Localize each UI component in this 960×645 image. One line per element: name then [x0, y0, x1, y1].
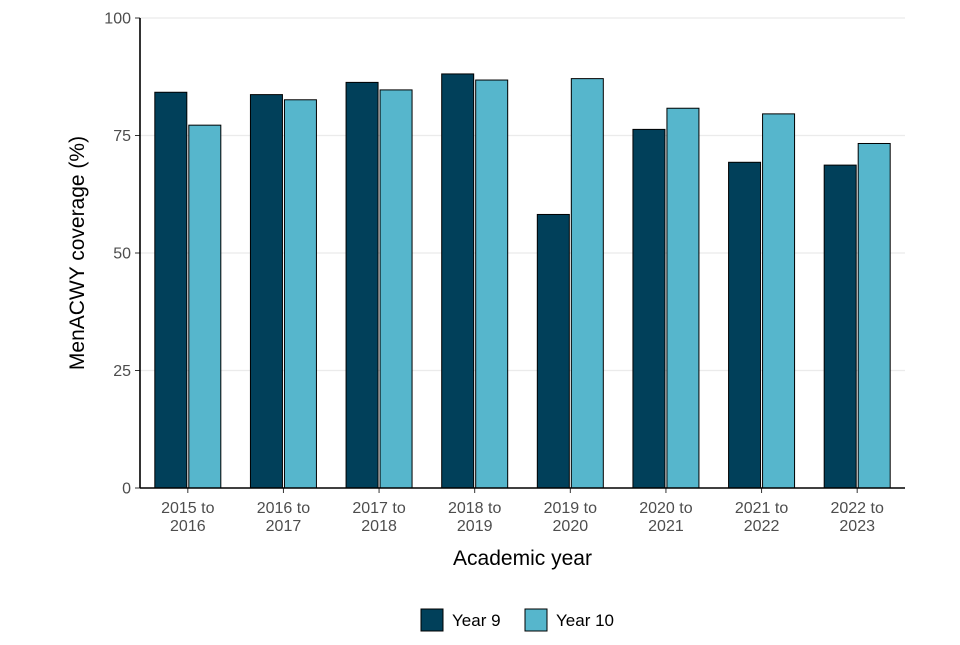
bar-year-9 [536, 213, 570, 489]
bar-year-9 [823, 164, 857, 489]
y-tick-label: 50 [113, 246, 131, 263]
axes [135, 17, 905, 493]
x-tick-label: 2020 [553, 518, 589, 535]
legend-swatch-year-10 [524, 608, 548, 632]
y-axis-title: MenACWY coverage (%) [66, 136, 89, 370]
bar-year-10 [188, 124, 222, 489]
bar-year-10 [762, 113, 796, 489]
y-tick-label: 25 [113, 363, 131, 380]
x-tick-label: 2020 to [639, 500, 692, 517]
x-tick-label: 2021 [648, 518, 684, 535]
bar-year-10 [379, 89, 413, 489]
x-tick-label: 2018 to [448, 500, 501, 517]
bar-year-10 [570, 78, 604, 489]
x-tick-label: 2023 [839, 518, 875, 535]
x-tick-label: 2019 to [544, 500, 597, 517]
bar-year-10 [475, 79, 509, 489]
bar-year-10 [857, 142, 891, 489]
bar-year-9 [345, 81, 379, 489]
x-tick-label: 2016 to [257, 500, 310, 517]
x-tick-label: 2022 [744, 518, 780, 535]
x-tick-label: 2015 to [161, 500, 214, 517]
legend-label: Year 10 [556, 611, 614, 630]
bar-year-9 [632, 128, 666, 489]
bar-year-9 [441, 73, 475, 489]
y-tick-label: 75 [113, 128, 131, 145]
bar-year-9 [728, 161, 762, 489]
y-tick-label: 100 [104, 11, 131, 28]
x-tick-label: 2022 to [830, 500, 883, 517]
x-tick-label: 2016 [170, 518, 206, 535]
bar-year-10 [666, 107, 700, 489]
y-tick-label: 0 [122, 481, 131, 498]
x-tick-label: 2017 to [352, 500, 405, 517]
legend-label: Year 9 [452, 611, 501, 630]
x-tick-label: 2019 [457, 518, 493, 535]
bar-year-10 [283, 99, 317, 489]
x-tick-label: 2021 to [735, 500, 788, 517]
bar-year-9 [249, 94, 283, 489]
bars [154, 73, 891, 489]
x-axis-title: Academic year [453, 547, 592, 570]
legend: Year 9 Year 10 [420, 608, 614, 632]
x-tick-label: 2017 [266, 518, 302, 535]
legend-swatch-year-9 [420, 608, 444, 632]
x-tick-label: 2018 [361, 518, 397, 535]
bar-year-9 [154, 91, 188, 489]
